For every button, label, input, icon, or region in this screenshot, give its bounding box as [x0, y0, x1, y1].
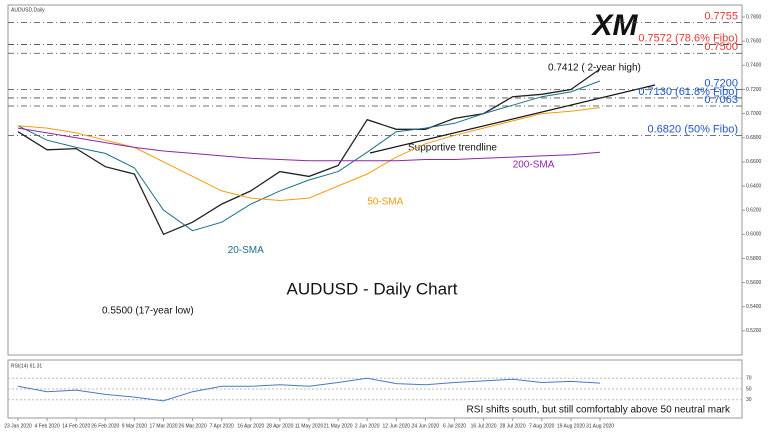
y-tick-label: 0.5400: [746, 304, 762, 310]
trendline-label: Supportive trendline: [408, 143, 497, 154]
rsi-tick-label: 70: [746, 376, 752, 382]
y-tick-label: 0.6000: [746, 232, 762, 238]
trendline: [369, 84, 656, 154]
x-tick-label: 28 Apr 2020: [266, 423, 293, 429]
y-tick-label: 0.6200: [746, 208, 762, 214]
y-tick-label: 0.7800: [746, 14, 762, 20]
x-tick-label: 11 May 2020: [295, 423, 324, 429]
chart-title: AUDUSD - Daily Chart: [287, 279, 458, 298]
rsi-note: RSI shifts south, but still comfortably …: [467, 405, 731, 416]
x-tick-label: 14 Feb 2020: [62, 423, 90, 429]
level-label: 0.7200: [704, 77, 738, 89]
x-tick-label: 17 Mar 2020: [149, 423, 177, 429]
x-tick-label: 24 Jun 2020: [412, 423, 440, 429]
y-tick-label: 0.7000: [746, 111, 762, 117]
y-tick-label: 0.7400: [746, 63, 762, 69]
x-tick-label: 6 Jul 2020: [443, 423, 466, 429]
x-tick-label: 23 Jan 2020: [4, 423, 32, 429]
x-tick-label: 28 Jul 2020: [500, 423, 526, 429]
level-label: 0.7500: [704, 41, 738, 53]
x-tick-label: 26 Mar 2020: [179, 423, 207, 429]
y-tick-label: 0.6800: [746, 135, 762, 141]
rsi-title: RSI(14) 61.31: [11, 363, 42, 369]
series-line: [17, 107, 601, 202]
x-tick-label: 4 Feb 2020: [34, 423, 60, 429]
y-tick-label: 0.6400: [746, 183, 762, 189]
symbol-label: AUDUSD,Daily: [11, 7, 45, 13]
x-tick-label: 2 Jun 2020: [355, 423, 380, 429]
x-tick-label: 19 Aug 2020: [557, 423, 585, 429]
low-annotation: 0.5500 (17-year low): [102, 306, 194, 317]
x-tick-label: 16 Jul 2020: [471, 423, 497, 429]
x-tick-label: 21 May 2020: [324, 423, 353, 429]
rsi-line: [17, 377, 601, 402]
series-label: 20-SMA: [228, 245, 264, 256]
y-tick-label: 0.7200: [746, 87, 762, 93]
level-label: 0.7572 (78.6% Fibo): [638, 32, 738, 44]
level-label: 0.7130 (61.8% Fibo): [638, 86, 738, 98]
rsi-tick-label: 30: [746, 397, 752, 403]
y-tick-label: 0.5200: [746, 328, 762, 334]
x-tick-label: 7 Apr 2020: [210, 423, 234, 429]
x-tick-label: 31 Aug 2020: [586, 423, 614, 429]
x-tick-label: 9 Mar 2020: [122, 423, 148, 429]
series-line: [17, 127, 601, 162]
series-label: 50-SMA: [367, 197, 403, 208]
y-tick-label: 0.5800: [746, 256, 762, 262]
high-annotation: 0.7412 ( 2-year high): [548, 63, 641, 74]
level-label: 0.6820 (50% Fibo): [648, 123, 739, 135]
series-label: 200-SMA: [513, 160, 555, 171]
level-label: 0.7755: [704, 10, 738, 22]
x-tick-label: 7 Aug 2020: [529, 423, 555, 429]
logo: XM: [591, 9, 639, 42]
y-tick-label: 0.5600: [746, 280, 762, 286]
series-line: [17, 68, 601, 236]
series-line: [17, 80, 601, 232]
x-tick-label: 12 Jun 2020: [383, 423, 411, 429]
x-tick-label: 16 Apr 2020: [237, 423, 264, 429]
level-label: 0.7063: [704, 94, 738, 106]
y-tick-label: 0.7600: [746, 39, 762, 45]
price-frame: [7, 4, 743, 356]
x-tick-label: 26 Feb 2020: [91, 423, 119, 429]
y-tick-label: 0.6600: [746, 159, 762, 165]
rsi-tick-label: 50: [746, 386, 752, 392]
